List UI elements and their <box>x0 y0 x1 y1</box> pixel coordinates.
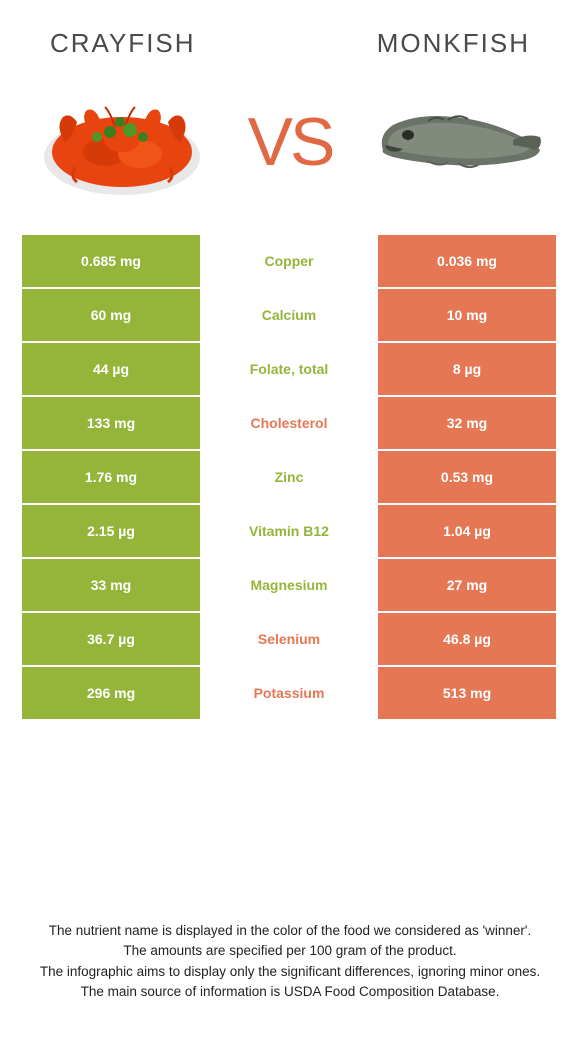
footer-line: The amounts are specified per 100 gram o… <box>38 942 542 960</box>
right-value: 46.8 µg <box>378 613 556 665</box>
crayfish-image <box>30 77 215 207</box>
left-value: 33 mg <box>22 559 200 611</box>
monkfish-image <box>365 77 550 207</box>
nutrient-name: Calcium <box>200 289 378 341</box>
left-value: 1.76 mg <box>22 451 200 503</box>
footer-line: The nutrient name is displayed in the co… <box>38 922 542 940</box>
left-title: Crayfish <box>50 28 196 59</box>
right-title: Monkfish <box>377 28 530 59</box>
table-row: 133 mgCholesterol32 mg <box>22 397 558 449</box>
header: Crayfish Monkfish <box>0 0 580 69</box>
nutrient-table: 0.685 mgCopper0.036 mg60 mgCalcium10 mg4… <box>22 235 558 719</box>
right-value: 10 mg <box>378 289 556 341</box>
left-value: 296 mg <box>22 667 200 719</box>
footer-notes: The nutrient name is displayed in the co… <box>0 922 580 1003</box>
table-row: 296 mgPotassium513 mg <box>22 667 558 719</box>
nutrient-name: Copper <box>200 235 378 287</box>
nutrient-name: Magnesium <box>200 559 378 611</box>
left-value: 2.15 µg <box>22 505 200 557</box>
right-value: 1.04 µg <box>378 505 556 557</box>
nutrient-name: Cholesterol <box>200 397 378 449</box>
left-value: 44 µg <box>22 343 200 395</box>
left-value: 0.685 mg <box>22 235 200 287</box>
table-row: 1.76 mgZinc0.53 mg <box>22 451 558 503</box>
left-value: 133 mg <box>22 397 200 449</box>
table-row: 33 mgMagnesium27 mg <box>22 559 558 611</box>
table-row: 36.7 µgSelenium46.8 µg <box>22 613 558 665</box>
footer-line: The main source of information is USDA F… <box>38 983 542 1001</box>
right-value: 32 mg <box>378 397 556 449</box>
nutrient-name: Vitamin B12 <box>200 505 378 557</box>
nutrient-name: Potassium <box>200 667 378 719</box>
images-row: VS <box>0 69 580 235</box>
table-row: 60 mgCalcium10 mg <box>22 289 558 341</box>
right-value: 0.036 mg <box>378 235 556 287</box>
nutrient-name: Zinc <box>200 451 378 503</box>
footer-line: The infographic aims to display only the… <box>38 963 542 981</box>
right-value: 0.53 mg <box>378 451 556 503</box>
nutrient-name: Folate, total <box>200 343 378 395</box>
right-value: 513 mg <box>378 667 556 719</box>
vs-text: VS <box>248 103 333 181</box>
table-row: 2.15 µgVitamin B121.04 µg <box>22 505 558 557</box>
nutrient-name: Selenium <box>200 613 378 665</box>
left-value: 36.7 µg <box>22 613 200 665</box>
table-row: 0.685 mgCopper0.036 mg <box>22 235 558 287</box>
right-value: 27 mg <box>378 559 556 611</box>
right-value: 8 µg <box>378 343 556 395</box>
table-row: 44 µgFolate, total8 µg <box>22 343 558 395</box>
left-value: 60 mg <box>22 289 200 341</box>
